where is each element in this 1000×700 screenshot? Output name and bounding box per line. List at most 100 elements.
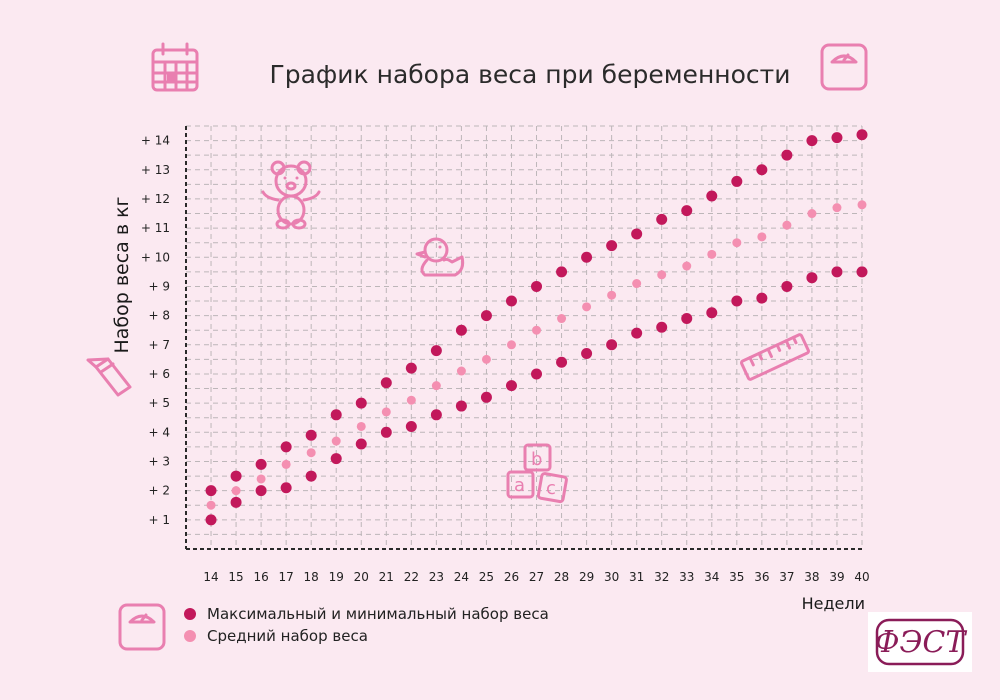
svg-text:c: c bbox=[546, 478, 556, 499]
point-min bbox=[480, 391, 492, 403]
point-average bbox=[657, 270, 667, 280]
teddy-bear-icon bbox=[261, 160, 321, 230]
point-min bbox=[581, 348, 593, 360]
svg-text:ФЭСТ: ФЭСТ bbox=[875, 625, 968, 660]
point-max bbox=[230, 470, 242, 482]
x-tick-label: 40 bbox=[854, 570, 869, 584]
pencil-icon bbox=[86, 357, 132, 397]
ruler-icon bbox=[740, 333, 810, 381]
brand-logo: ФЭСТ bbox=[868, 612, 972, 672]
x-tick-label: 36 bbox=[754, 570, 769, 584]
point-max bbox=[305, 429, 317, 441]
legend-label-average: Средний набор веса bbox=[207, 627, 368, 645]
point-average bbox=[306, 448, 316, 458]
point-max bbox=[405, 362, 417, 374]
scale-icon bbox=[118, 603, 166, 651]
point-min bbox=[656, 321, 668, 333]
svg-text:a: a bbox=[514, 475, 525, 496]
point-max bbox=[280, 441, 292, 453]
x-tick-label: 30 bbox=[604, 570, 619, 584]
point-max bbox=[455, 324, 467, 336]
y-tick-label: + 3 bbox=[148, 454, 170, 468]
point-average bbox=[331, 436, 341, 446]
point-min bbox=[731, 295, 743, 307]
y-tick-label: + 5 bbox=[148, 396, 170, 410]
y-tick-label: + 14 bbox=[141, 134, 170, 148]
duck-icon bbox=[415, 237, 465, 277]
x-tick-label: 38 bbox=[804, 570, 819, 584]
x-tick-label: 31 bbox=[629, 570, 644, 584]
point-min bbox=[856, 266, 868, 278]
point-max bbox=[430, 345, 442, 357]
point-max bbox=[731, 175, 743, 187]
point-average bbox=[431, 381, 441, 391]
x-tick-label: 39 bbox=[829, 570, 844, 584]
y-tick-label: + 4 bbox=[148, 425, 170, 439]
point-max bbox=[255, 458, 267, 470]
grid bbox=[186, 125, 863, 549]
point-max bbox=[606, 240, 618, 252]
point-max bbox=[531, 280, 543, 292]
y-tick-label: + 7 bbox=[148, 338, 170, 352]
point-max bbox=[556, 266, 568, 278]
point-min bbox=[831, 266, 843, 278]
x-tick-label: 21 bbox=[379, 570, 394, 584]
point-min bbox=[305, 470, 317, 482]
point-min bbox=[631, 327, 643, 339]
x-tick-label: 34 bbox=[704, 570, 719, 584]
point-average bbox=[532, 325, 542, 335]
point-average bbox=[857, 200, 867, 210]
svg-text:b: b bbox=[531, 449, 542, 470]
point-average bbox=[807, 209, 817, 219]
point-min bbox=[380, 426, 392, 438]
x-tick-label: 32 bbox=[654, 570, 669, 584]
point-average bbox=[406, 395, 416, 405]
point-average bbox=[256, 474, 266, 484]
y-tick-label: + 2 bbox=[148, 484, 170, 498]
point-average bbox=[732, 238, 742, 248]
y-tick-label: + 6 bbox=[148, 367, 170, 381]
x-tick-label: 15 bbox=[228, 570, 243, 584]
x-tick-label: 22 bbox=[404, 570, 419, 584]
point-average bbox=[557, 314, 567, 324]
scale-icon bbox=[820, 43, 868, 91]
x-tick-label: 25 bbox=[479, 570, 494, 584]
point-average bbox=[206, 500, 216, 510]
point-average bbox=[231, 486, 241, 496]
point-min bbox=[455, 400, 467, 412]
y-tick-label: + 12 bbox=[141, 192, 170, 206]
x-tick-label: 37 bbox=[779, 570, 794, 584]
point-max bbox=[756, 164, 768, 176]
point-average bbox=[782, 220, 792, 230]
x-tick-label: 16 bbox=[253, 570, 268, 584]
y-tick-labels: + 1 + 2 + 3 + 4 + 5 + 6 + 7 + 8 + 9 + 10 + 11 + 12 +… bbox=[141, 134, 170, 527]
x-tick-label: 23 bbox=[429, 570, 444, 584]
point-min bbox=[556, 356, 568, 368]
point-average bbox=[381, 407, 391, 417]
legend-label-max-min: Максимальный и минимальный набор веса bbox=[207, 605, 549, 623]
point-min bbox=[230, 496, 242, 508]
y-tick-label: + 11 bbox=[141, 221, 170, 235]
point-min bbox=[280, 482, 292, 494]
x-tick-label: 18 bbox=[304, 570, 319, 584]
legend: Максимальный и минимальный набор веса Ср… bbox=[184, 605, 549, 645]
point-max bbox=[205, 485, 217, 497]
legend-marker-average bbox=[184, 630, 196, 642]
point-min bbox=[405, 420, 417, 432]
point-average bbox=[607, 290, 617, 300]
x-tick-labels: 14 15 16 17 18 19 20 21 22 23 24 25 26 27 28 29 30 31 32 33… bbox=[203, 570, 869, 584]
x-tick-label: 24 bbox=[454, 570, 469, 584]
point-min bbox=[806, 272, 818, 284]
point-min bbox=[781, 280, 793, 292]
point-max bbox=[480, 310, 492, 322]
y-tick-label: + 9 bbox=[148, 279, 170, 293]
abc-blocks-icon: b a c bbox=[506, 443, 568, 504]
point-min bbox=[531, 368, 543, 380]
point-average bbox=[356, 421, 366, 431]
x-tick-label: 28 bbox=[554, 570, 569, 584]
point-average bbox=[757, 232, 767, 242]
point-min bbox=[606, 339, 618, 351]
point-min bbox=[706, 307, 718, 319]
x-tick-label: 19 bbox=[329, 570, 344, 584]
